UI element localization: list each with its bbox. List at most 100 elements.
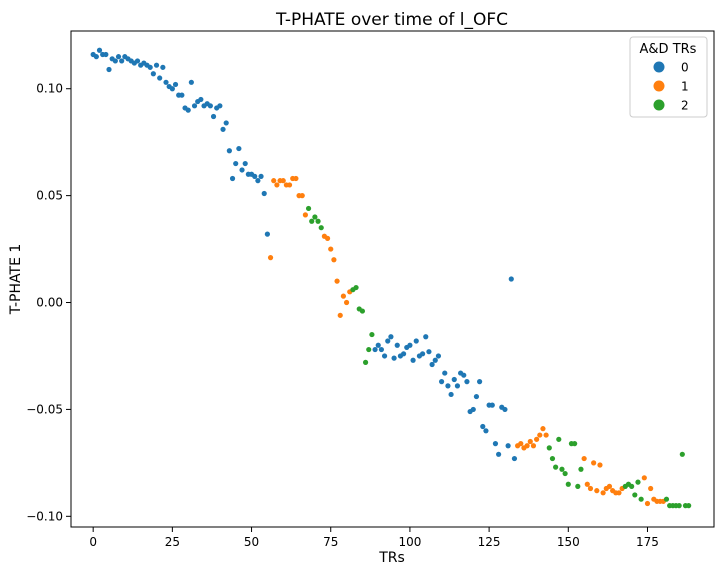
data-point-series-0	[423, 334, 429, 340]
data-point-series-2	[305, 205, 312, 212]
data-point-series-0	[480, 423, 486, 430]
data-point-series-0	[511, 455, 518, 462]
legend: A&D TRs 0 1 2	[629, 36, 708, 118]
data-point-series-0	[451, 376, 457, 383]
data-point-series-1	[331, 257, 337, 263]
data-point-series-2	[572, 441, 578, 447]
data-point-series-2	[546, 445, 552, 451]
data-point-series-1	[616, 490, 622, 496]
data-point-series-2	[676, 503, 682, 509]
x-tick-label: 125	[478, 535, 501, 549]
legend-frame	[629, 36, 708, 118]
data-point-series-1	[597, 462, 603, 468]
data-point-series-0	[426, 349, 432, 355]
data-point-series-0	[388, 334, 394, 340]
data-point-series-1	[267, 255, 274, 261]
data-point-series-0	[419, 351, 426, 357]
data-point-series-2	[686, 503, 692, 509]
data-point-series-0	[381, 353, 388, 359]
data-point-series-0	[442, 370, 448, 376]
data-point-series-0	[261, 190, 267, 197]
data-point-series-2	[629, 483, 635, 489]
data-point-series-0	[239, 167, 245, 173]
data-point-series-1	[524, 443, 530, 449]
data-points	[90, 47, 692, 509]
data-point-series-0	[103, 51, 109, 58]
data-point-series-0	[198, 96, 204, 103]
data-point-series-0	[410, 357, 416, 363]
data-point-series-0	[233, 160, 239, 167]
data-point-series-0	[473, 393, 480, 400]
data-point-series-0	[492, 441, 499, 447]
data-point-series-1	[644, 500, 651, 507]
data-point-series-0	[461, 372, 467, 378]
x-tick-label: 175	[636, 535, 659, 549]
data-point-series-1	[587, 485, 594, 492]
x-tick-label: 50	[244, 535, 259, 549]
data-point-series-2	[309, 218, 315, 224]
data-point-series-0	[242, 160, 248, 167]
data-point-series-1	[641, 475, 647, 481]
x-tick-label: 75	[323, 535, 338, 549]
data-point-series-0	[508, 276, 514, 282]
data-point-series-0	[258, 173, 264, 179]
data-point-series-1	[543, 432, 549, 438]
legend-label-0: 0	[681, 61, 689, 75]
data-point-series-0	[119, 58, 125, 64]
data-point-series-1	[600, 490, 606, 496]
data-point-series-0	[438, 379, 445, 385]
data-point-series-0	[157, 75, 163, 81]
data-point-series-2	[663, 496, 670, 502]
data-point-series-2	[315, 218, 321, 224]
x-tick-label: 0	[89, 535, 97, 549]
data-point-series-1	[337, 312, 343, 318]
data-point-series-0	[464, 379, 470, 385]
data-point-series-2	[562, 470, 568, 477]
x-axis-label: TRs	[378, 550, 405, 566]
data-point-series-1	[606, 483, 613, 489]
data-point-series-0	[394, 342, 400, 348]
data-point-series-0	[252, 173, 258, 179]
data-point-series-2	[549, 455, 556, 462]
data-point-series-1	[343, 299, 350, 306]
y-tick-label: 0.00	[36, 296, 63, 310]
data-point-series-1	[274, 182, 280, 188]
y-tick-label: 0.10	[36, 82, 63, 96]
data-point-series-0	[264, 231, 270, 237]
data-point-series-1	[340, 293, 347, 299]
data-point-series-0	[220, 126, 226, 132]
data-point-series-1	[328, 246, 334, 252]
data-point-series-1	[518, 441, 524, 447]
data-point-series-1	[540, 426, 546, 432]
data-point-series-0	[496, 451, 502, 457]
y-tick-label: 0.05	[36, 189, 63, 203]
data-point-series-0	[454, 383, 461, 389]
data-point-series-2	[565, 481, 571, 487]
legend-marker-1	[653, 80, 665, 92]
data-point-series-0	[400, 351, 407, 357]
x-tick-label: 25	[165, 535, 180, 549]
data-point-series-0	[160, 64, 166, 70]
data-point-series-0	[150, 71, 156, 77]
data-point-series-1	[527, 438, 533, 445]
plot-area-frame	[70, 30, 715, 528]
legend-marker-0	[653, 61, 665, 73]
data-point-series-2	[559, 466, 565, 472]
data-point-series-0	[391, 355, 397, 361]
data-point-series-2	[679, 451, 685, 457]
axis-ticks: 0 25 50 75 100 125 150 175 −0.10 −0.05 0.00 0.05 0.1…	[26, 82, 659, 549]
data-point-series-1	[591, 460, 597, 466]
data-point-series-0	[445, 383, 451, 389]
data-point-series-0	[185, 107, 191, 113]
data-point-series-2	[353, 284, 359, 291]
data-point-series-2	[578, 466, 584, 472]
data-point-series-0	[429, 361, 435, 368]
data-point-series-0	[502, 406, 508, 413]
data-point-series-0	[223, 120, 229, 126]
data-point-series-1	[581, 455, 587, 462]
data-point-series-2	[556, 436, 562, 442]
data-point-series-1	[584, 481, 590, 487]
data-point-series-0	[372, 346, 378, 353]
data-point-series-0	[217, 103, 223, 109]
data-point-series-0	[413, 338, 419, 344]
